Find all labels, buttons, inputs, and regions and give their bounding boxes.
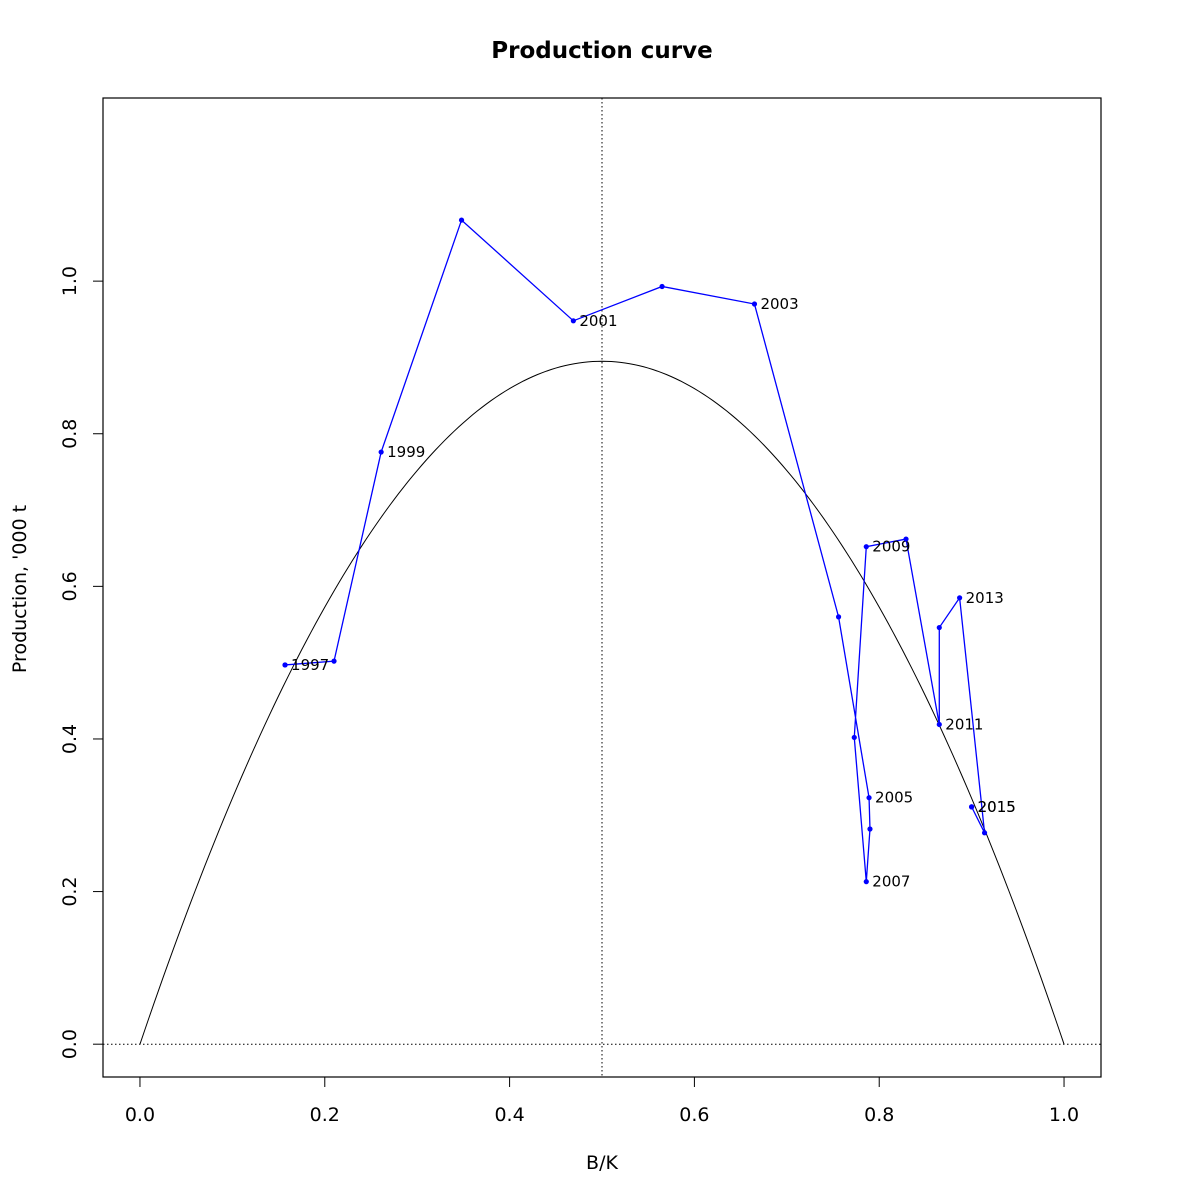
data-point <box>458 217 465 223</box>
point-label: 2001 <box>579 312 617 330</box>
point-label: 2003 <box>760 295 798 313</box>
y-tick-label: 0.8 <box>59 419 81 449</box>
y-axis-label: Production, '000 t <box>9 505 31 673</box>
chart-title: Production curve <box>491 38 712 64</box>
x-tick-label: 0.6 <box>679 1104 709 1126</box>
point-label: 2009 <box>872 538 910 556</box>
data-point <box>981 830 988 836</box>
x-tick-label: 1.0 <box>1049 1104 1079 1126</box>
x-tick-label: 0.4 <box>494 1104 524 1126</box>
data-point <box>936 721 942 728</box>
data-point <box>969 804 975 810</box>
data-point <box>751 301 758 307</box>
data-point <box>866 795 872 801</box>
x-tick-label: 0.8 <box>864 1104 894 1126</box>
data-point <box>867 826 873 832</box>
data-point <box>863 879 869 885</box>
y-tick-label: 0.4 <box>59 724 81 754</box>
data-point <box>659 283 665 290</box>
data-point <box>903 536 909 542</box>
plot-area: 0.0 0.2 0.4 0.6 0.8 1.0 0.0 0.2 0.4 0.6 0.8 1.0 1997… <box>59 97 1102 1126</box>
data-point <box>957 595 963 601</box>
x-tick-label: 0.2 <box>310 1104 340 1126</box>
data-point <box>378 449 384 455</box>
data-point <box>570 318 576 324</box>
point-label: 2005 <box>875 789 913 807</box>
data-point <box>851 734 857 741</box>
point-label: 2007 <box>872 873 910 891</box>
point-label: 2011 <box>945 715 983 733</box>
point-label: 1997 <box>291 656 329 674</box>
y-tick-label: 1.0 <box>59 266 81 296</box>
y-tick-label: 0.2 <box>59 876 81 906</box>
point-label: 1999 <box>387 443 425 461</box>
y-tick-label: 0.0 <box>59 1029 81 1059</box>
data-point <box>282 662 288 668</box>
data-point <box>331 658 337 664</box>
data-point <box>835 614 842 620</box>
x-tick-label: 0.0 <box>125 1104 155 1126</box>
data-point <box>863 544 869 550</box>
point-label: 2013 <box>966 589 1004 607</box>
y-tick-label: 0.6 <box>59 571 81 601</box>
point-label: 2015 <box>978 798 1016 816</box>
data-point <box>936 624 942 631</box>
x-axis-label: B/K <box>586 1152 618 1174</box>
point-label: 2015 <box>978 798 1016 816</box>
